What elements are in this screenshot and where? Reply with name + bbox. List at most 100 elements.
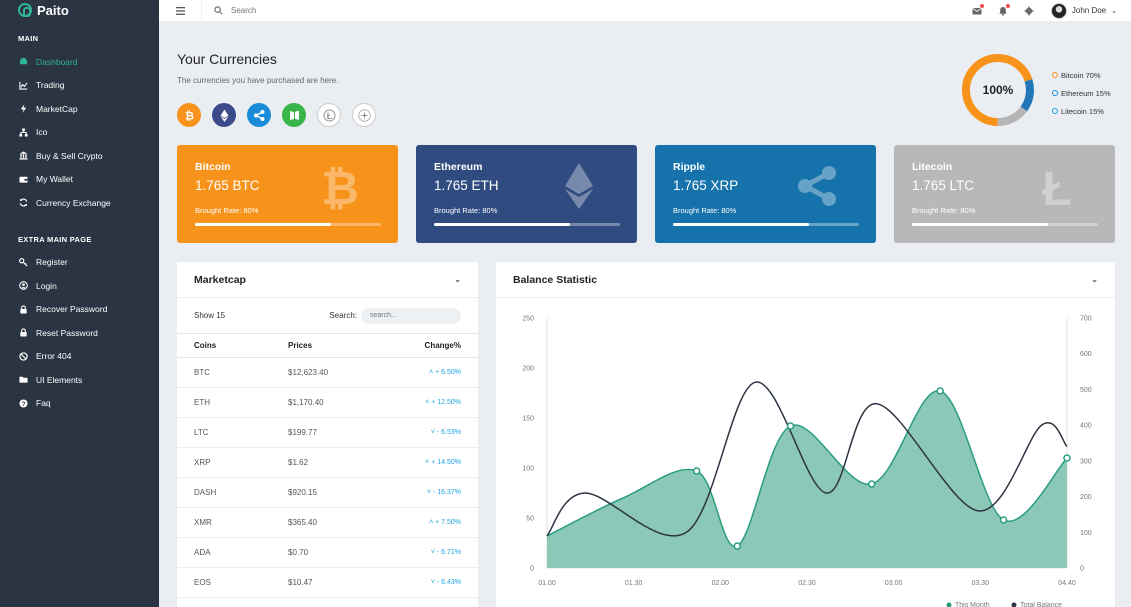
sidebar-item-register[interactable]: Register	[0, 251, 159, 275]
currency-card-ripple[interactable]: Ripple 1.765 XRP Brought Rate: 80%	[655, 145, 876, 243]
sidebar-item-marketcap[interactable]: MarketCap	[0, 97, 159, 121]
marketcap-search-input[interactable]	[361, 307, 461, 324]
notifications-button[interactable]	[997, 3, 1010, 17]
table-row[interactable]: XRP $1.62 ˄ + 14.50%	[177, 447, 478, 478]
show-entries[interactable]: Show 15	[194, 311, 226, 320]
litecoin-icon: Ł	[1033, 162, 1081, 216]
marketcap-panel: Marketcap ⌄ Show 15 Search: Coins Prices…	[177, 262, 478, 607]
price-cell: $1.62	[288, 447, 373, 478]
change-value: + 14.50%	[431, 459, 461, 466]
table-row[interactable]: ADA $0.70 ˅ - 6.71%	[177, 537, 478, 568]
sidebar-item-login[interactable]: Login	[0, 274, 159, 298]
coin-cell: EOS	[177, 567, 288, 598]
card-amount: 1.765 XRP	[673, 178, 739, 193]
currency-card-ethereum[interactable]: Ethereum 1.765 ETH Brought Rate: 80%	[416, 145, 637, 243]
bolt-icon	[18, 104, 28, 114]
sidebar: Paito MAIN Dashboard Trading MarketCap Ico B…	[0, 0, 159, 607]
y-tick-label: 200	[522, 366, 534, 373]
change-value: - 16.37%	[432, 489, 461, 496]
sidebar-item-dashboard[interactable]: Dashboard	[0, 50, 159, 74]
settings-button[interactable]	[1023, 5, 1035, 17]
price-cell: $920.15	[288, 477, 373, 508]
currency-card-bitcoin[interactable]: Bitcoin 1.765 BTC Brought Rate: 80% ₿	[177, 145, 398, 243]
col-prices[interactable]: Prices	[288, 333, 373, 358]
legend-item: Bitcoin 70%	[1052, 66, 1111, 84]
price-cell: $12,623.40	[288, 357, 373, 388]
user-menu[interactable]: John Doe ⌄	[1050, 2, 1117, 19]
sidebar-item-faq[interactable]: ? Faq	[0, 392, 159, 416]
sidebar-item-label: Login	[36, 280, 57, 291]
coin-cell: ADA	[177, 537, 288, 568]
ripple-coin-icon[interactable]	[247, 103, 271, 127]
marketcap-controls: Show 15 Search:	[177, 298, 478, 333]
mail-button[interactable]	[971, 3, 984, 17]
add-coin-icon[interactable]	[352, 103, 376, 127]
table-row[interactable]: DASH $920.15 ˅ - 16.37%	[177, 477, 478, 508]
x-tick-label: 01.00	[538, 580, 556, 587]
svg-text:₿: ₿	[185, 110, 194, 122]
legend-dot	[1052, 90, 1058, 96]
svg-text:₿: ₿	[321, 162, 359, 210]
legend-item: Ethereum 15%	[1052, 84, 1111, 102]
chevron-down-icon[interactable]: ⌄	[1091, 275, 1098, 284]
litecoin-coin-icon[interactable]: Ł	[317, 103, 341, 127]
legend-marker-total-balance	[1011, 602, 1017, 607]
lock-icon	[18, 304, 28, 314]
card-progress-fill	[912, 223, 1048, 226]
hamburger-icon	[175, 6, 185, 15]
neo-coin-icon[interactable]	[282, 103, 306, 127]
nav-section-extra: EXTRA MAIN PAGE	[18, 234, 92, 244]
sidebar-item-ui-elements[interactable]: UI Elements	[0, 368, 159, 392]
search-input[interactable]	[231, 6, 431, 15]
menu-toggle-button[interactable]	[159, 0, 202, 21]
card-amount: 1.765 BTC	[195, 178, 260, 193]
bitcoin-coin-icon[interactable]: ₿	[177, 103, 201, 127]
table-header-row: Coins Prices Change%	[177, 333, 478, 358]
chevron-down-icon[interactable]: ⌄	[454, 275, 461, 284]
card-rate: Brought Rate: 80%	[434, 206, 498, 215]
chevron-down-icon: ⌄	[1111, 7, 1117, 15]
table-row[interactable]: EOS $10.47 ˅ - 6.43%	[177, 567, 478, 598]
donut-slice-1	[962, 54, 1034, 126]
sidebar-item-currency-exchange[interactable]: Currency Exchange	[0, 191, 159, 215]
balance-title: Balance Statistic	[513, 273, 598, 286]
y-tick-label: 0	[530, 566, 534, 573]
sidebar-item-buy-sell-crypto[interactable]: Buy & Sell Crypto	[0, 144, 159, 168]
sidebar-item-reset-password[interactable]: Reset Password	[0, 321, 159, 345]
x-tick-label: 01.30	[625, 580, 643, 587]
table-row[interactable]: LTC $199.77 ˅ - 6.53%	[177, 417, 478, 448]
sidebar-item-error-404[interactable]: Error 404	[0, 345, 159, 369]
sidebar-item-ico[interactable]: Ico	[0, 121, 159, 145]
sidebar-item-trading[interactable]: Trading	[0, 74, 159, 98]
main-nav: Dashboard Trading MarketCap Ico Buy & Sell C…	[0, 50, 159, 215]
change-value: - 6.43%	[436, 579, 461, 586]
sidebar-item-label: Ico	[36, 127, 48, 138]
table-row[interactable]: XMR $365.40 ˄ + 7.50%	[177, 507, 478, 538]
balance-chart: 0 50 100 150 200 250 0 100 200 300 400 500 600 700 01.…	[522, 316, 1092, 607]
marketcap-table: Coins Prices Change% BTC $12,623.40 ˄ + 6.…	[177, 333, 478, 598]
holdings-donut-chart	[962, 54, 1034, 126]
table-row[interactable]: BTC $12,623.40 ˄ + 6.50%	[177, 357, 478, 388]
currency-card-litecoin[interactable]: Litecoin 1.765 LTC Brought Rate: 80% Ł	[894, 145, 1115, 243]
sidebar-item-my-wallet[interactable]: My Wallet	[0, 168, 159, 192]
brand[interactable]: Paito	[0, 0, 159, 20]
price-cell: $0.70	[288, 537, 373, 568]
col-coins[interactable]: Coins	[177, 333, 288, 358]
sidebar-item-label: Buy & Sell Crypto	[36, 150, 103, 161]
user-circle-icon	[18, 281, 28, 291]
arrow-up-icon: ˄	[425, 459, 432, 466]
sitemap-icon	[18, 127, 28, 137]
data-point	[1063, 454, 1071, 462]
bank-icon	[18, 151, 28, 161]
card-progress-bar	[912, 223, 1098, 226]
data-point	[733, 542, 741, 550]
extra-nav: Register Login Recover Password Reset Passw…	[0, 251, 159, 416]
y2-tick-label: 100	[1080, 530, 1092, 537]
col-change[interactable]: Change%	[373, 333, 478, 358]
donut-center-label: 100%	[982, 83, 1014, 97]
table-row[interactable]: ETH $1,170.40 ˄ + 12.50%	[177, 387, 478, 418]
arrow-down-icon: ˅	[430, 579, 437, 586]
sidebar-item-recover-password[interactable]: Recover Password	[0, 298, 159, 322]
ethereum-coin-icon[interactable]	[212, 103, 236, 127]
coin-cell: DASH	[177, 477, 288, 508]
